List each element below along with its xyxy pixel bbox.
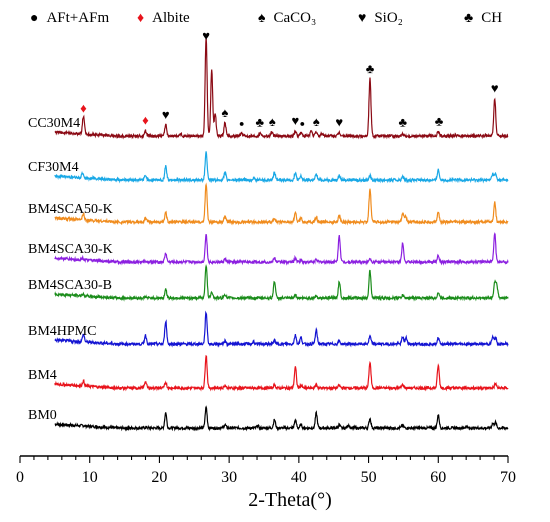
x-tick-label: 30 [221,469,237,486]
series-label-cf30m4: CF30M4 [28,160,79,175]
legend-entry-aft-afm: ● AFt+AFm [30,10,109,26]
peak-marker: ♠ [269,114,276,129]
series-line-bm4sca30-b [54,264,509,302]
series-label-bm4sca30-k: BM4SCA30-K [28,242,113,257]
series-label-bm4sca50-k: BM4SCA50-K [28,202,113,217]
x-tick-label: 50 [361,469,377,486]
legend-symbol: ● [30,11,38,26]
legend-entry-caco: ♠ CaCO₃ [258,10,316,26]
peak-marker: ● [239,119,244,129]
series-label-bm4sca30-b: BM4SCA30-B [28,278,112,293]
series-label-cc30m4: CC30M4 [28,116,80,131]
legend-label: CaCO₃ [273,10,316,26]
peak-marker: ♠ [222,105,229,120]
legend: ● AFt+AFm ♦ Albite ♠ CaCO₃ ♥ SiO₂ ♣ CH [30,10,502,26]
x-axis: 0 10 20 30 40 50 60 70 [16,455,516,486]
legend-label: Albite [152,10,190,26]
x-tick-label: 40 [291,469,307,486]
x-axis-label: 2-Theta(°) [248,489,332,511]
series-line-cc30m4 [54,36,509,140]
legend-label: CH [481,10,502,26]
peak-marker: ♥ [162,107,170,122]
legend-entry-sio: ♥ SiO₂ [358,10,403,26]
legend-label: SiO₂ [374,10,403,26]
x-tick-label: 10 [82,469,98,486]
series-label-bm4hpmc: BM4HPMC [28,324,96,339]
legend-entry-ch: ♣ CH [464,10,502,26]
peak-marker: ♠ [313,114,320,129]
peak-marker: ♥ [202,28,210,43]
series-line-bm4 [54,354,509,392]
legend-label: AFt+AFm [46,10,109,26]
legend-symbol: ♣ [464,11,473,26]
peak-marker: ♥ [491,81,499,96]
x-tick-label: 20 [151,469,167,486]
series-label-bm0: BM0 [28,408,57,423]
legend-entry-albite: ♦ Albite [137,10,190,26]
legend-symbol: ♠ [258,11,266,26]
legend-symbol: ♦ [137,11,144,26]
series-group: BM0 BM4 BM4HPMC BM4SCA30-B BM4SCA30-K BM4SCA5… [28,36,509,432]
series-line-bm0 [54,405,509,432]
series-line-cf30m4 [54,151,509,184]
series-line-bm4hpmc [54,310,509,348]
peak-marker: ● [300,119,305,129]
series-line-bm4sca50-k [54,182,509,226]
peak-marker: ♣ [366,61,375,76]
series-line-bm4sca30-k [54,232,509,266]
legend-symbol: ♥ [358,11,366,26]
peak-marker: ♣ [256,115,265,130]
x-tick-label: 0 [16,469,24,486]
peak-marker: ♣ [435,114,444,129]
peak-marker: ♥ [292,113,300,128]
x-tick-label: 60 [430,469,446,486]
peak-marker: ♦ [142,113,149,128]
x-tick-label: 70 [500,469,516,486]
series-label-bm4: BM4 [28,368,57,383]
peak-annotations: ♦♦ ♥♥♠● ♣ ♠ ♥ ● ♠ ♥♣♣ ♣♥ [80,28,499,130]
peak-marker: ♣ [398,115,407,130]
peak-marker: ♦ [80,100,87,115]
peak-marker: ♥ [335,115,343,130]
